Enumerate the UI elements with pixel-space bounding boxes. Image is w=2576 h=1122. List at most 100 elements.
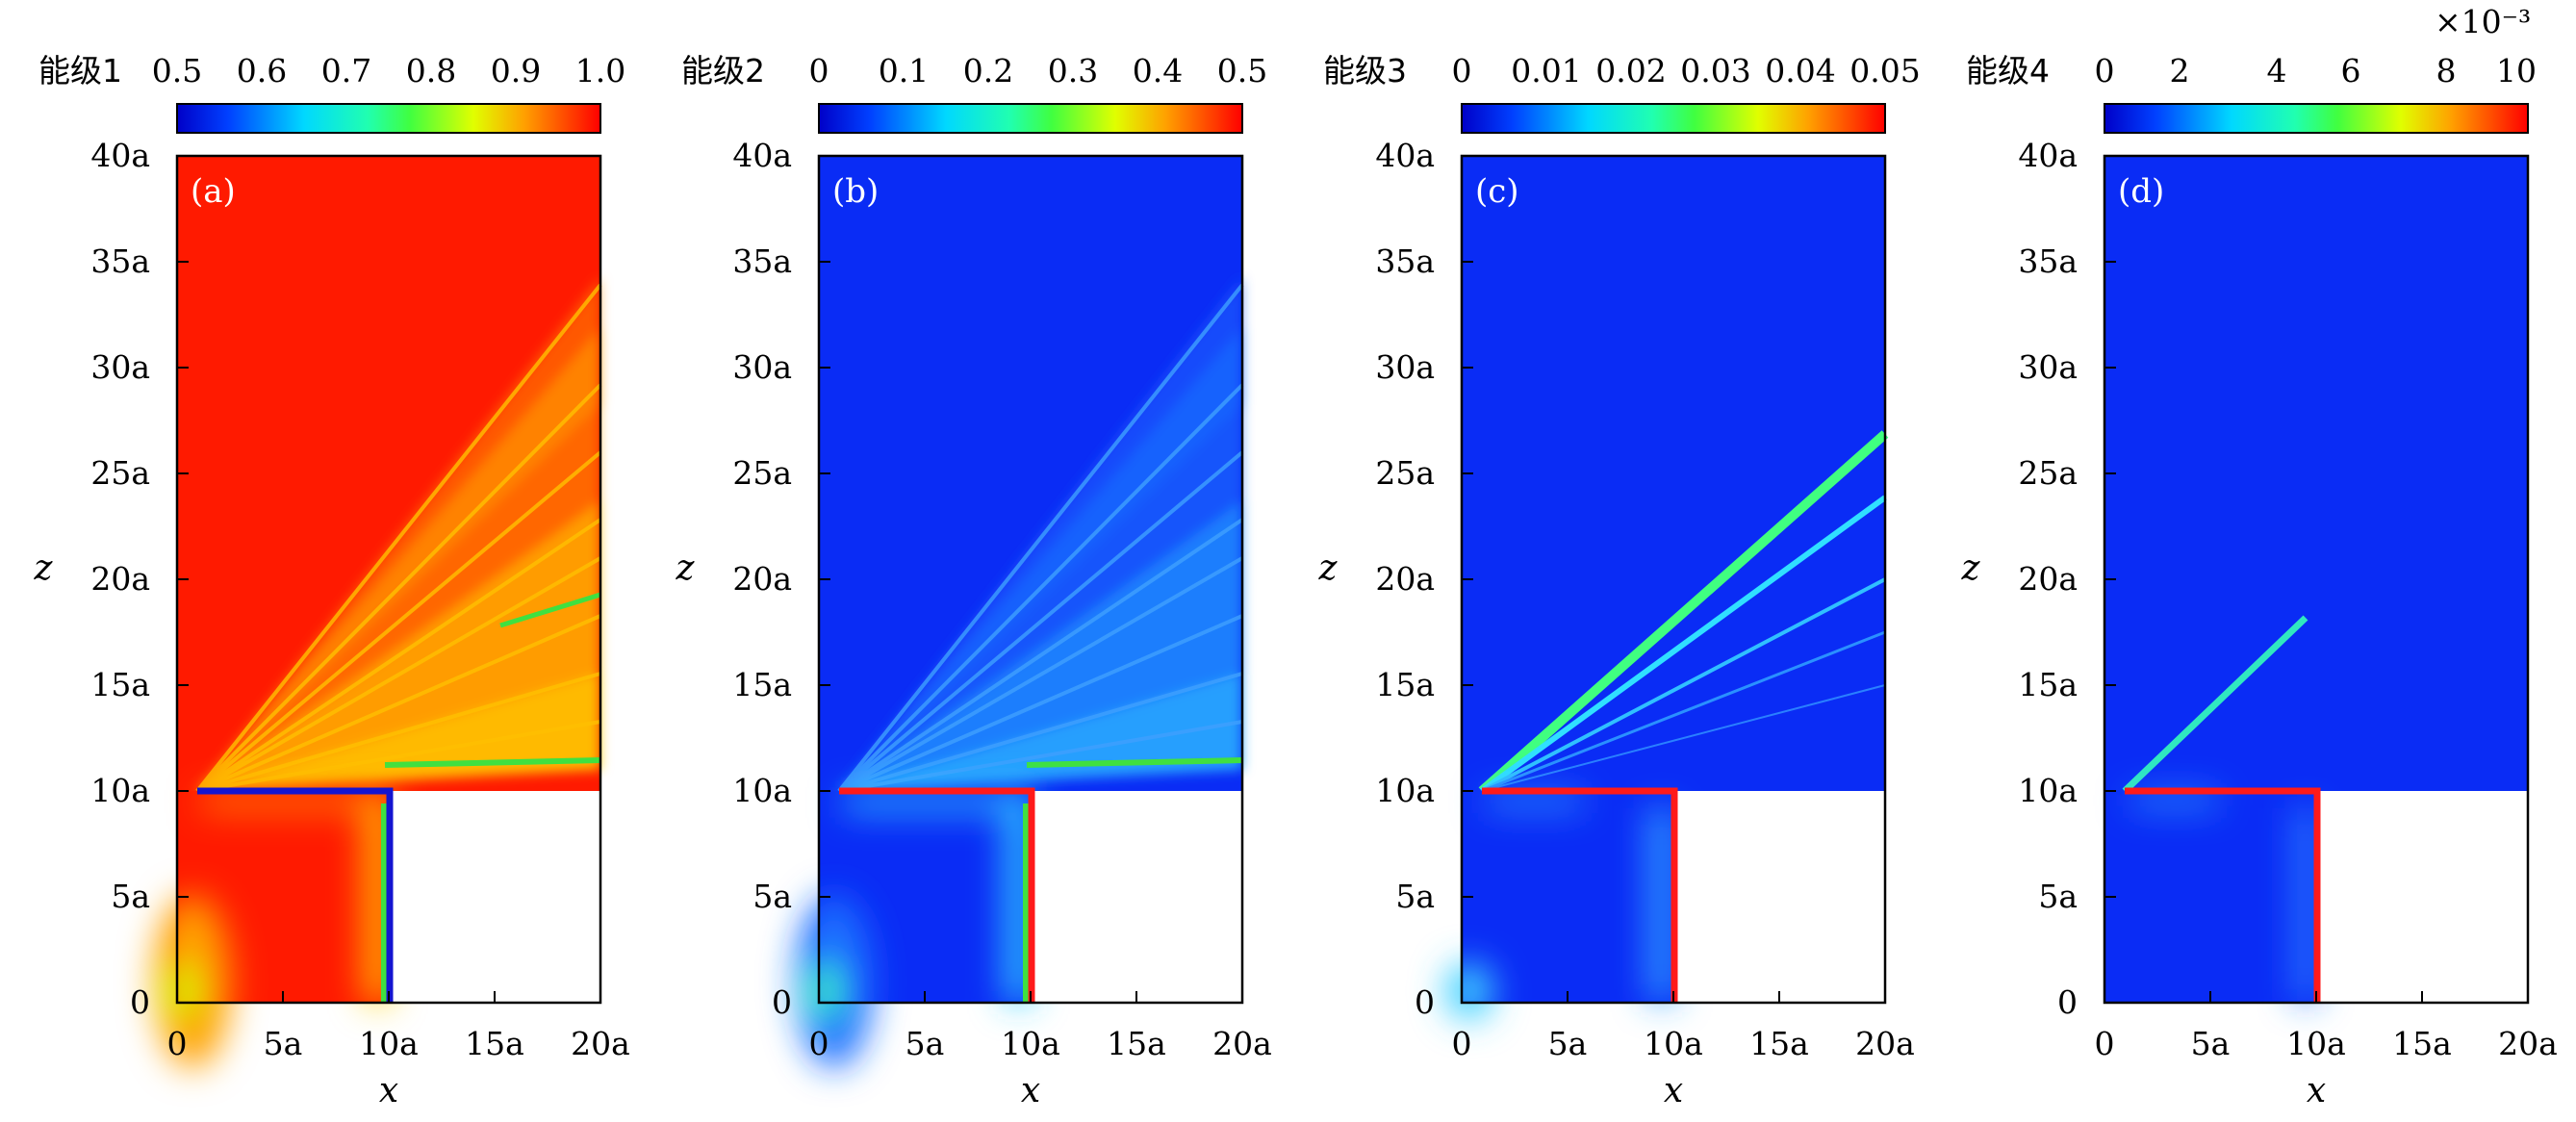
colorbar-tick: 0.3 bbox=[1048, 52, 1098, 89]
heatmap-region-gradient bbox=[2131, 795, 2316, 1001]
colorbar-tick: 0.02 bbox=[1595, 52, 1666, 89]
x-tick-label: 10a bbox=[359, 1025, 419, 1062]
y-tick-label: 30a bbox=[2018, 348, 2078, 386]
y-axis-ticks bbox=[177, 155, 189, 1004]
y-tick-label: 20a bbox=[90, 560, 150, 598]
x-tick-label: 10a bbox=[2286, 1025, 2346, 1062]
x-axis-label: x bbox=[379, 1071, 398, 1110]
y-tick-label: 35a bbox=[90, 242, 150, 280]
colorbar bbox=[818, 103, 1243, 134]
panel-b: 能级2 0 0.1 0.2 0.3 0.4 0.5 bbox=[676, 52, 1272, 1110]
x-tick-label: 20a bbox=[2498, 1025, 2558, 1062]
y-tick-label: 15a bbox=[1375, 666, 1435, 703]
colorbar-tick: 0.4 bbox=[1133, 52, 1183, 89]
colorbar-tick: 2 bbox=[2170, 52, 2190, 89]
y-tick-label: 40a bbox=[1375, 137, 1435, 174]
x-tick-label: 5a bbox=[1548, 1025, 1588, 1062]
colorbar-title: 能级3 bbox=[1323, 52, 1407, 89]
colorbar-tick: 4 bbox=[2267, 52, 2287, 89]
y-tick-label: 20a bbox=[732, 560, 792, 598]
colorbar-tick: 10 bbox=[2496, 52, 2537, 89]
x-axis-ticks bbox=[2104, 991, 2529, 1003]
x-tick-label: 0 bbox=[167, 1025, 188, 1062]
colorbar-tick: 1.0 bbox=[575, 52, 625, 89]
colorbar-tick: 0.7 bbox=[321, 52, 371, 89]
colorbar bbox=[2104, 103, 2529, 134]
boundary-line bbox=[1482, 787, 1678, 1003]
y-tick-label: 25a bbox=[90, 454, 150, 492]
y-tick-label: 30a bbox=[732, 348, 792, 386]
x-tick-label: 0 bbox=[1452, 1025, 1472, 1062]
x-tick-label: 10a bbox=[1001, 1025, 1060, 1062]
ray-beam bbox=[2122, 615, 2308, 794]
green-wall-band bbox=[1023, 803, 1032, 1003]
y-tick-label: 25a bbox=[732, 454, 792, 492]
colorbar-tick: 0.04 bbox=[1765, 52, 1835, 89]
y-tick-label: 30a bbox=[1375, 348, 1435, 386]
ray-beam bbox=[1481, 630, 1886, 793]
boundary-line bbox=[197, 787, 394, 1003]
y-tick-label: 40a bbox=[732, 137, 792, 174]
y-tick-label: 5a bbox=[1395, 878, 1435, 915]
x-tick-label: 15a bbox=[465, 1025, 524, 1062]
y-tick-label: 15a bbox=[2018, 666, 2078, 703]
x-tick-label: 15a bbox=[1107, 1025, 1166, 1062]
x-tick-label: 5a bbox=[264, 1025, 303, 1062]
x-axis-label: x bbox=[1021, 1071, 1040, 1110]
y-axis-ticks bbox=[2104, 155, 2116, 1004]
x-tick-label: 0 bbox=[2095, 1025, 2115, 1062]
panel-label: (d) bbox=[2118, 172, 2164, 211]
boundary-line bbox=[839, 787, 1035, 1003]
y-axis-label: z bbox=[1318, 548, 1339, 588]
heatmap-beams bbox=[837, 283, 1244, 793]
colorbar-tick: 8 bbox=[2436, 52, 2457, 89]
y-axis-label: z bbox=[34, 548, 54, 588]
ray-beam bbox=[1480, 495, 1887, 794]
colorbar-title: 能级4 bbox=[1966, 52, 2050, 89]
x-axis-ticks bbox=[818, 991, 1243, 1003]
y-tick-label: 15a bbox=[90, 666, 150, 703]
y-tick-label: 0 bbox=[130, 983, 150, 1021]
green-wall-band bbox=[381, 803, 390, 1003]
x-tick-label: 20a bbox=[1212, 1025, 1272, 1062]
colorbar-title: 能级1 bbox=[38, 52, 122, 89]
colorbar bbox=[1461, 103, 1886, 134]
colorbar-tick: 0.03 bbox=[1680, 52, 1750, 89]
colorbar-tick: 0.5 bbox=[152, 52, 202, 89]
empty-region bbox=[2318, 791, 2528, 1003]
colorbar bbox=[176, 103, 601, 134]
x-tick-label: 20a bbox=[571, 1025, 630, 1062]
panel-d: 能级4 ×10⁻³ 0 2 4 6 8 10 (d) 0 bbox=[1961, 3, 2558, 1110]
y-tick-label: 40a bbox=[90, 137, 150, 174]
x-tick-label: 20a bbox=[1855, 1025, 1915, 1062]
ray-beam bbox=[1481, 577, 1886, 793]
y-axis-label: z bbox=[676, 548, 696, 588]
ray-beam bbox=[1478, 430, 1889, 795]
panel-label: (a) bbox=[191, 172, 236, 211]
x-axis-ticks bbox=[176, 991, 601, 1003]
y-tick-label: 5a bbox=[2038, 878, 2078, 915]
colorbar-tick: 0.8 bbox=[406, 52, 456, 89]
green-beam bbox=[1026, 757, 1243, 768]
y-tick-label: 35a bbox=[2018, 242, 2078, 280]
y-tick-label: 0 bbox=[2057, 983, 2078, 1021]
x-tick-label: 10a bbox=[1644, 1025, 1703, 1062]
x-tick-label: 5a bbox=[905, 1025, 945, 1062]
colorbar-title: 能级2 bbox=[681, 52, 765, 89]
empty-region bbox=[1675, 791, 1885, 1003]
y-tick-label: 25a bbox=[2018, 454, 2078, 492]
y-tick-label: 0 bbox=[772, 983, 792, 1021]
empty-region bbox=[391, 791, 600, 1003]
y-axis-ticks bbox=[1462, 155, 1473, 1004]
y-tick-label: 0 bbox=[1415, 983, 1435, 1021]
y-tick-label: 35a bbox=[732, 242, 792, 280]
x-tick-label: 15a bbox=[1749, 1025, 1809, 1062]
colorbar-tick: 0.9 bbox=[491, 52, 541, 89]
x-tick-label: 15a bbox=[2392, 1025, 2452, 1062]
y-axis-ticks bbox=[819, 155, 830, 1004]
y-tick-label: 5a bbox=[752, 878, 792, 915]
colorbar-tick: 0.1 bbox=[879, 52, 929, 89]
boundary-line bbox=[2125, 787, 2321, 1003]
ray-beam bbox=[1481, 684, 1886, 792]
